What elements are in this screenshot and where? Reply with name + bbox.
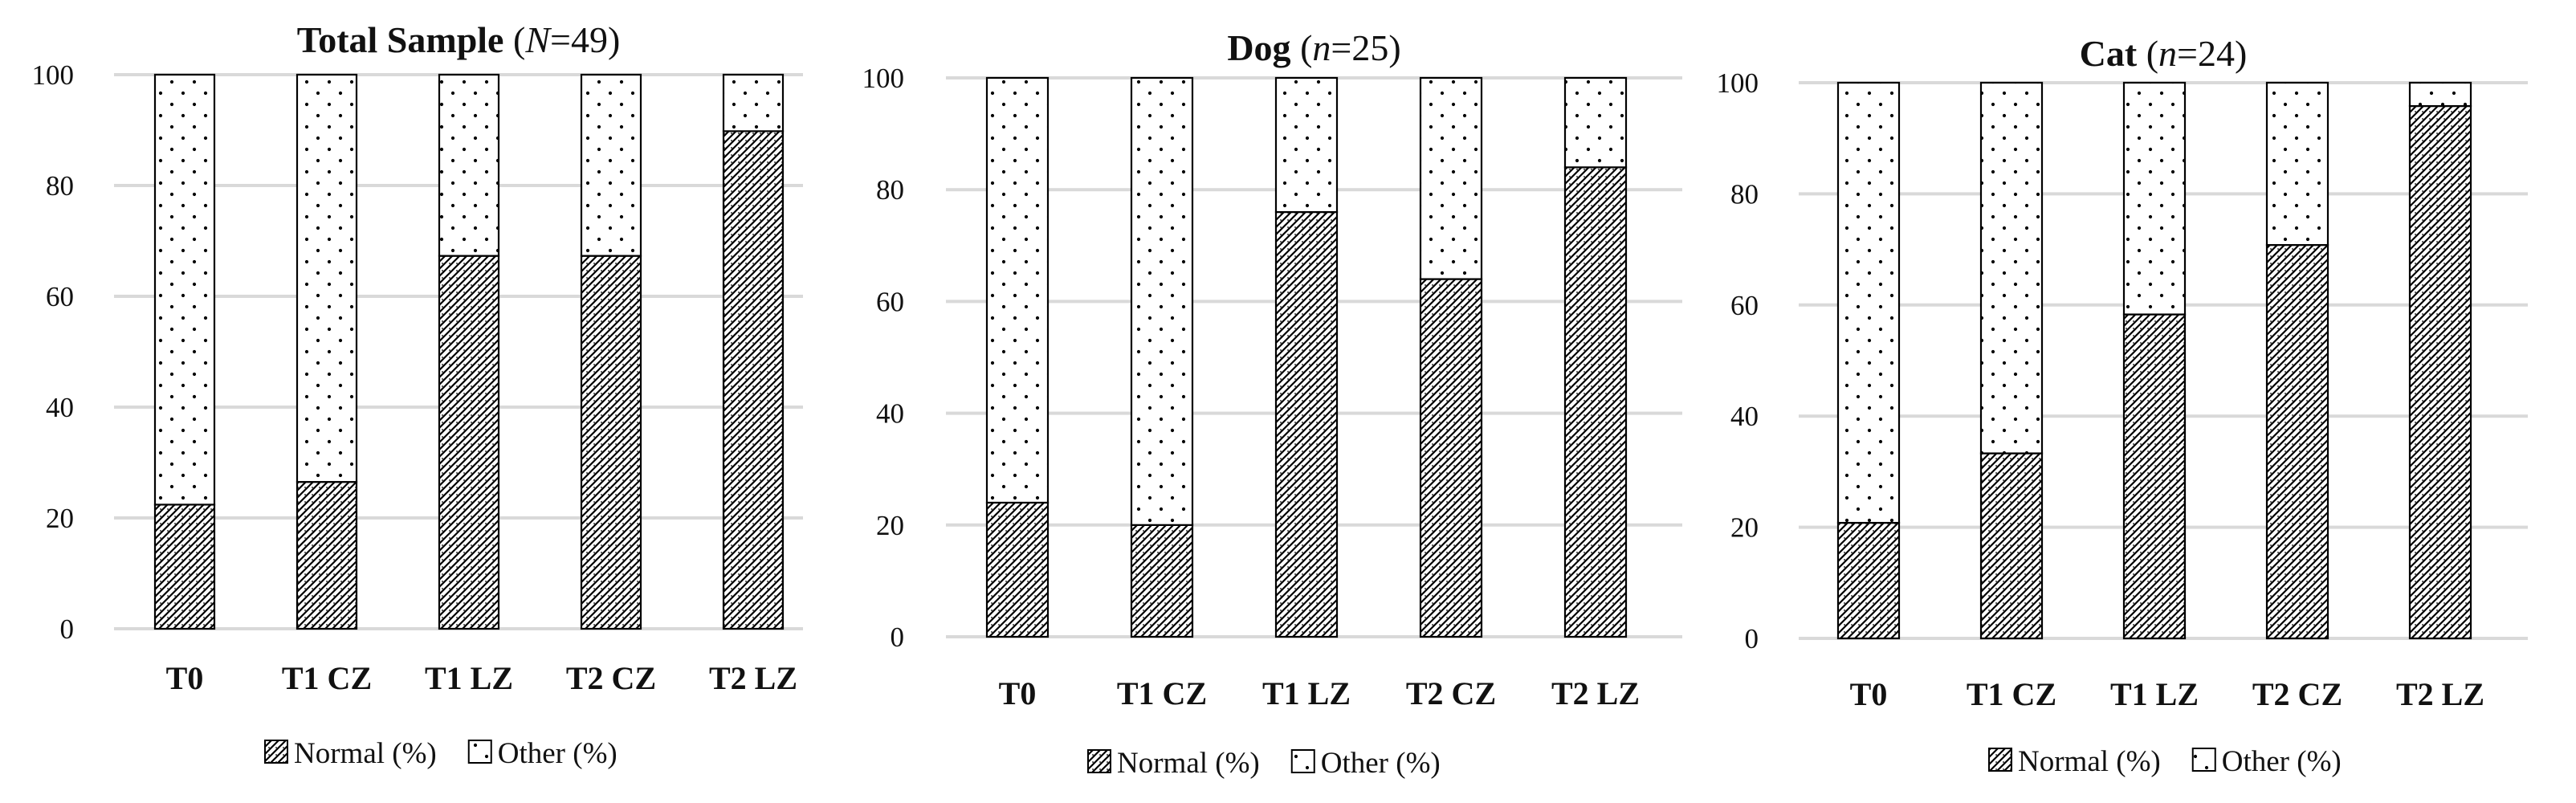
bar-other-t2-cz: [1419, 76, 1483, 280]
y-tick-label: 20: [876, 510, 904, 541]
x-tick-label: T1 CZ: [1117, 675, 1207, 711]
y-tick-label: 60: [46, 281, 74, 312]
bar-other-t1-cz: [1979, 81, 2044, 454]
legend-swatch-normal: [264, 740, 288, 764]
y-tick-label: 40: [46, 392, 74, 423]
bar-normal-t2-lz: [722, 130, 785, 630]
bar-normal-t1-lz: [438, 255, 500, 630]
legend-swatch-normal: [1087, 749, 1111, 773]
legend-swatch-other: [2191, 748, 2216, 772]
bar-normal-t2-cz: [580, 255, 642, 630]
chart-title-main: Total Sample: [297, 19, 513, 60]
bar-normal-t2-cz: [2265, 243, 2329, 640]
x-tick-label: T2 CZ: [2252, 676, 2342, 712]
x-tick-label: T1 LZ: [2110, 676, 2199, 712]
bar-normal-t2-cz: [1419, 278, 1483, 638]
bar-normal-t0: [153, 503, 216, 630]
x-tick-label: T2 LZ: [2396, 676, 2484, 712]
y-tick-label: 100: [32, 59, 75, 91]
legend-label-other: Other (%): [2222, 745, 2342, 778]
x-tick-label: T1 LZ: [1262, 675, 1351, 711]
y-tick-label: 0: [1745, 623, 1759, 654]
chart-title-stat-open: (: [2146, 33, 2158, 74]
bar-other-t2-lz: [722, 73, 785, 132]
legend: Normal (%) Other (%): [1087, 747, 1441, 780]
x-tick-label: T0: [1850, 676, 1888, 712]
bar-other-t0: [985, 76, 1050, 504]
x-tick-label: T0: [166, 660, 204, 696]
bar-other-t2-cz: [580, 73, 642, 257]
legend-label-normal: Normal (%): [2018, 745, 2161, 778]
bar-normal-t2-lz: [1563, 166, 1628, 638]
y-tick-label: 60: [876, 286, 904, 317]
x-tick-label: T1 CZ: [1967, 676, 2056, 712]
chart-title-stat-var: n: [1312, 27, 1331, 68]
bar-other-t1-cz: [1130, 76, 1194, 526]
x-tick-label: T2 CZ: [1406, 675, 1496, 711]
legend-label-other: Other (%): [1321, 747, 1441, 780]
chart-title: Dog (n=25): [1227, 27, 1400, 68]
bar-normal-t1-cz: [1130, 524, 1194, 638]
y-tick-label: 100: [1717, 67, 1759, 99]
legend-swatch-other: [1290, 749, 1315, 773]
y-tick-label: 80: [876, 174, 904, 206]
chart-title-stat-rest: =24): [2177, 33, 2247, 74]
y-tick-label: 60: [1730, 290, 1759, 321]
legend-label-normal: Normal (%): [294, 737, 437, 770]
bar-other-t2-lz: [1563, 76, 1628, 169]
bar-other-t2-cz: [2265, 81, 2329, 247]
bar-normal-t1-cz: [1979, 452, 2044, 640]
legend-swatch-normal: [1988, 748, 2012, 772]
chart-title-stat-var: N: [524, 19, 552, 60]
bar-normal-t1-lz: [2122, 313, 2187, 640]
y-tick-label: 20: [46, 503, 74, 534]
legend-label-other: Other (%): [498, 737, 618, 770]
chart-title-stat-open: (: [513, 19, 525, 60]
bar-other-t1-lz: [2122, 81, 2187, 316]
chart-title-main: Dog: [1227, 27, 1300, 68]
legend: Normal (%) Other (%): [264, 737, 618, 770]
y-tick-label: 40: [876, 398, 904, 430]
chart-title-stat-var: n: [2158, 33, 2177, 74]
chart-title-stat-rest: =25): [1331, 27, 1400, 68]
x-tick-label: T1 CZ: [282, 660, 372, 696]
chart-title-stat-rest: =49): [550, 19, 620, 60]
bar-other-t0: [1836, 81, 1901, 524]
y-tick-label: 0: [60, 613, 75, 645]
bar-normal-t1-cz: [296, 481, 358, 630]
bar-normal-t0: [985, 501, 1050, 638]
chart-panel-2: 0 20 40 60 80 100 T0 T1 CZ T1 LZ T2 CZ T2 LZ Dog (n…: [862, 27, 1682, 780]
bar-other-t1-lz: [1274, 76, 1339, 214]
bar-normal-t2-lz: [2408, 104, 2472, 640]
bar-normal-t1-lz: [1274, 210, 1339, 638]
bar-other-t1-cz: [296, 73, 358, 483]
chart-title-stat-open: (: [1300, 27, 1312, 68]
bar-other-t1-lz: [438, 73, 500, 257]
y-tick-label: 80: [46, 170, 74, 202]
x-tick-label: T2 LZ: [1551, 675, 1640, 711]
x-tick-label: T2 LZ: [709, 660, 797, 696]
bar-normal-t0: [1836, 521, 1901, 640]
chart-title-main: Cat: [2080, 33, 2146, 74]
legend-label-normal: Normal (%): [1117, 747, 1260, 780]
y-tick-label: 20: [1730, 512, 1759, 544]
y-tick-label: 100: [862, 63, 905, 94]
bar-other-t0: [153, 73, 216, 506]
x-tick-label: T1 LZ: [425, 660, 513, 696]
bar-other-t2-lz: [2408, 81, 2472, 108]
chart-panel-3: 0 20 40 60 80 100 T0 T1 CZ T1 LZ T2 CZ T2 LZ Cat (n…: [1717, 33, 2528, 778]
y-tick-label: 0: [891, 622, 905, 653]
chart-panel-1: 0 20 40 60 80 100 T0 T1 CZ T1 LZ T2 CZ T2 LZ Total …: [32, 19, 803, 770]
y-tick-label: 40: [1730, 401, 1759, 432]
y-tick-label: 80: [1730, 178, 1759, 210]
x-tick-label: T2 CZ: [566, 660, 656, 696]
legend: Normal (%) Other (%): [1988, 745, 2342, 778]
legend-swatch-other: [467, 740, 492, 764]
x-tick-label: T0: [999, 675, 1037, 711]
chart-title: Total Sample (N=49): [297, 19, 621, 60]
chart-title: Cat (n=24): [2080, 33, 2248, 74]
